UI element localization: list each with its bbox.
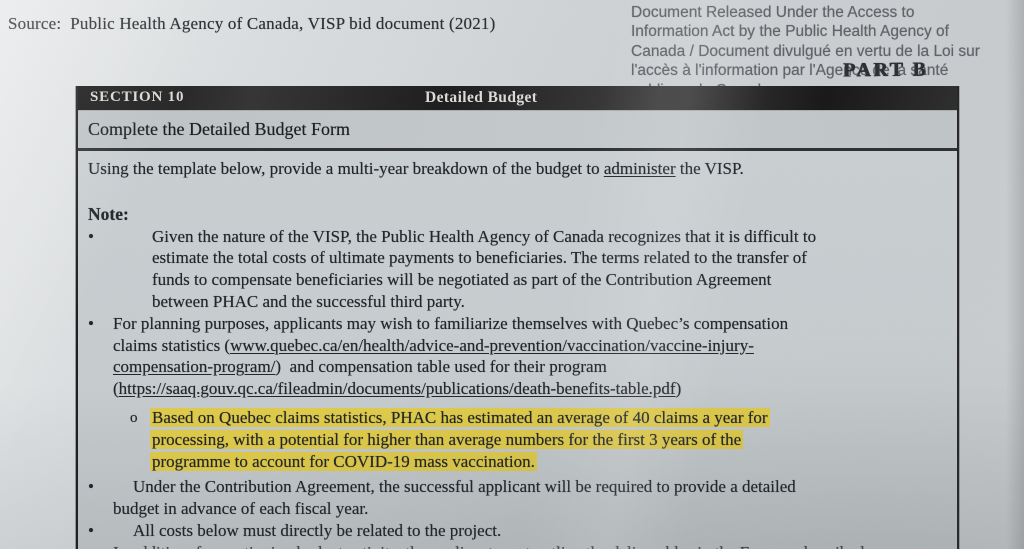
note-label: Note: <box>88 203 129 224</box>
bullet-item: • For planning purposes, applicants may … <box>88 313 945 400</box>
url-text: www.quebec.ca/en/health/advice-and-preve… <box>230 335 754 355</box>
text-line: estimate the total costs of ultimate pay… <box>152 247 945 269</box>
bullet-text: For planning purposes, applicants may wi… <box>113 313 945 400</box>
bullet-icon: • <box>88 520 94 540</box>
section-title: Detailed Budget <box>425 89 538 106</box>
text-line: Based on Quebec claims statistics, PHAC … <box>152 407 945 429</box>
text-segment: Based on Quebec claims statistics, PHAC … <box>152 407 768 427</box>
text-segment: ) and compensation table used for their … <box>275 357 607 377</box>
document-frame: SECTION 10 Detailed Budget Complete the … <box>76 86 959 549</box>
bullet-text: Under the Contribution Agreement, the su… <box>113 476 945 520</box>
section-number: SECTION 10 <box>90 89 185 105</box>
part-b-stamp: PART B <box>842 58 929 82</box>
section-header-bar: SECTION 10 Detailed Budget <box>78 86 957 110</box>
text-line: processing, with a potential for higher … <box>152 429 945 451</box>
bullet-item: • Given the nature of the VISP, the Publ… <box>88 226 945 313</box>
text-segment: funds to compensate beneficiaries will b… <box>152 270 772 290</box>
url-text: administer <box>603 159 676 178</box>
sub-bullet-icon: o <box>130 409 138 426</box>
bullet-item: • All costs below must directly be relat… <box>88 520 945 542</box>
url-text: compensation-program/ <box>113 357 276 377</box>
bullet-text: All costs below must directly be related… <box>113 520 945 542</box>
text-segment: Given the nature of the VISP, the Public… <box>152 226 817 246</box>
bullet-text: Given the nature of the VISP, the Public… <box>152 226 945 313</box>
text-line: funds to compensate beneficiaries will b… <box>152 269 945 291</box>
text-segment: processing, with a potential for higher … <box>152 429 742 449</box>
atip-notice-line: Information Act by the Public Health Age… <box>631 23 949 41</box>
bullet-icon: • <box>88 313 94 333</box>
text-segment: Under the Contribution Agreement, the su… <box>133 477 796 497</box>
text-segment: Using the template below, provide a mult… <box>88 159 604 178</box>
atip-notice-line: Document Released Under the Access to <box>631 4 915 21</box>
text-line: For planning purposes, applicants may wi… <box>113 313 945 335</box>
text-line: Under the Contribution Agreement, the su… <box>113 476 945 498</box>
atip-notice-line: Canada / Document divulgué en vertu de l… <box>631 42 980 60</box>
text-segment: ) <box>675 379 682 399</box>
text-line: budget in advance of each fiscal year. <box>113 498 945 520</box>
text-segment: budget in advance of each fiscal year. <box>113 499 369 519</box>
text-line: All costs below must directly be related… <box>113 520 945 542</box>
text-line: compensation-program/) and compensation … <box>113 356 945 378</box>
bullet-icon: • <box>88 477 94 497</box>
text-segment: estimate the total costs of ultimate pay… <box>152 248 807 268</box>
text-segment: the VISP. <box>675 159 744 178</box>
atip-notice-line: l'accès à l'information par l'Agence de … <box>631 62 949 80</box>
intro-paragraph: Using the template below, provide a mult… <box>88 158 945 180</box>
clipped-partial-line: • In addition, for continuing budget act… <box>88 542 945 549</box>
bullet-icon: • <box>88 226 94 246</box>
subheader-row: Complete the Detailed Budget Form <box>78 110 957 151</box>
text-line: Given the nature of the VISP, the Public… <box>152 226 945 248</box>
clipped-text: In addition, for continuing budget activ… <box>113 542 945 549</box>
text-line: Using the template below, provide a mult… <box>88 158 945 180</box>
document-body: Using the template below, provide a mult… <box>78 151 957 549</box>
text-segment: All costs below must directly be related… <box>133 520 502 540</box>
text-segment: programme to account for COVID-19 mass v… <box>152 451 535 471</box>
text-line: claims statistics (www.quebec.ca/en/heal… <box>113 335 945 357</box>
text-line: between PHAC and the successful third pa… <box>152 291 945 313</box>
highlighted-text: Based on Quebec claims statistics, PHAC … <box>152 407 945 472</box>
bullet-item: • Under the Contribution Agreement, the … <box>88 476 945 520</box>
text-segment: between PHAC and the successful third pa… <box>152 291 465 311</box>
source-caption: Source: Public Health Agency of Canada, … <box>8 14 496 33</box>
text-line: programme to account for COVID-19 mass v… <box>152 451 945 473</box>
sub-bullet-item-highlighted: o Based on Quebec claims statistics, PHA… <box>88 407 945 472</box>
text-segment: claims statistics ( <box>113 335 231 355</box>
text-segment: For planning purposes, applicants may wi… <box>113 313 789 333</box>
bullet-icon: • <box>88 542 94 549</box>
text-line: (https://saaq.gouv.qc.ca/fileadmin/docum… <box>113 378 945 400</box>
url-text: https://saaq.gouv.qc.ca/fileadmin/docume… <box>118 379 676 399</box>
